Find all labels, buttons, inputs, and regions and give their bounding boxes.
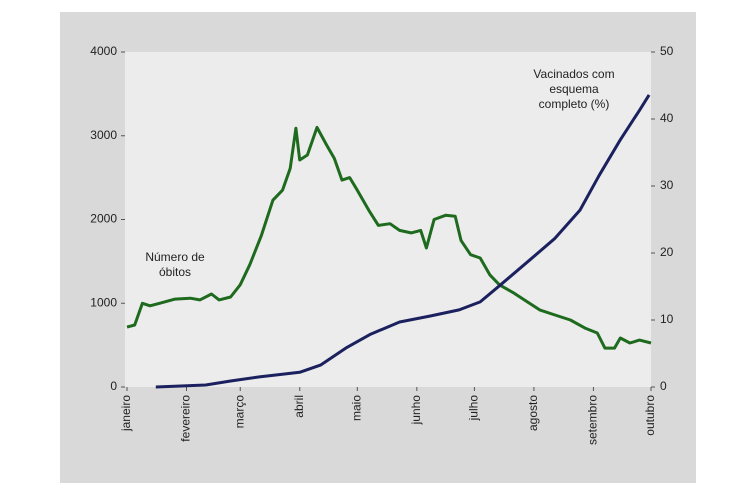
x-tick-label: janeiro [119, 395, 133, 432]
x-tick-label: setembro [586, 395, 600, 445]
x-tick-label: agosto [526, 395, 540, 431]
x-tick-label: outubro [643, 395, 657, 436]
annotation: Número de [145, 250, 205, 264]
y-tick-label: 0 [110, 379, 117, 393]
annotation: completo (%) [539, 97, 610, 111]
y2-tick-label: 50 [660, 44, 674, 58]
x-tick-label: julho [467, 395, 481, 422]
y-tick-label: 4000 [90, 44, 117, 58]
annotation: Vacinados com [533, 67, 614, 81]
y2-tick-label: 0 [660, 379, 667, 393]
y-tick-label: 2000 [90, 212, 117, 226]
x-tick-label: março [232, 395, 246, 429]
x-tick-label: fevereiro [179, 395, 193, 442]
x-tick-label: maio [350, 395, 364, 421]
y2-tick-label: 40 [660, 111, 674, 125]
series-line [155, 94, 651, 389]
y-tick-label: 3000 [90, 128, 117, 142]
plot-area [125, 52, 651, 387]
series-line [126, 125, 652, 350]
x-tick-label: junho [409, 395, 423, 426]
y2-tick-label: 10 [660, 312, 674, 326]
y2-tick-label: 20 [660, 245, 674, 259]
y2-tick-label: 30 [660, 178, 674, 192]
x-tick-label: abril [292, 395, 306, 418]
y-tick-label: 1000 [90, 295, 117, 309]
annotation: óbitos [159, 265, 191, 279]
annotation: esquema [549, 82, 599, 96]
